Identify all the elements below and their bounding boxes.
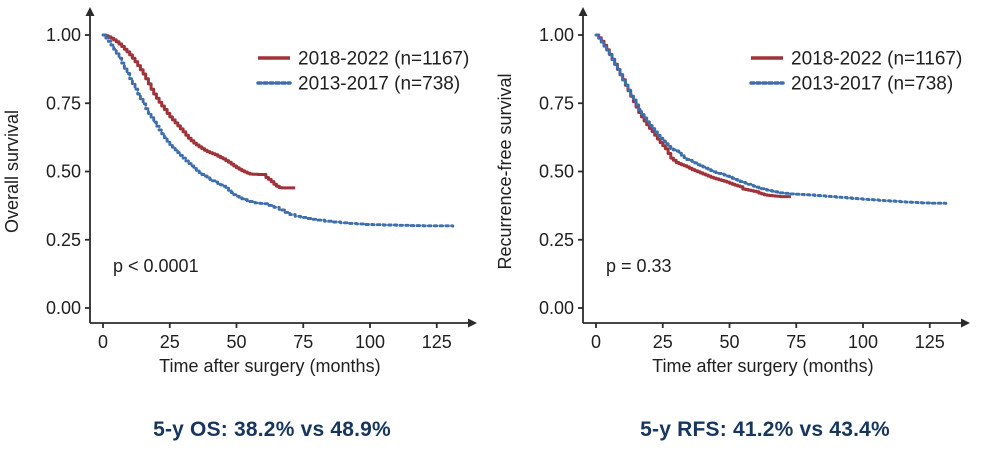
x-axis-arrow [961, 318, 970, 328]
y-tick-label: 0.25 [539, 230, 574, 250]
legend-label: 2013-2017 (n=738) [791, 74, 953, 95]
x-tick-label: 50 [226, 332, 246, 352]
x-tick-label: 75 [293, 332, 313, 352]
y-tick-label: 0.75 [539, 93, 574, 113]
x-tick-label: 100 [355, 332, 385, 352]
km-curve-2013-2017 [101, 33, 455, 228]
x-axis-arrow [468, 318, 477, 328]
km-curve-2018-2022 [103, 33, 296, 190]
y-tick-label: 0.00 [539, 298, 574, 318]
x-axis-title: Time after surgery (months) [159, 356, 380, 376]
x-tick-label: 25 [160, 332, 180, 352]
os-panel: 0.00 0.25 0.50 0.75 1.00 0 25 50 75 100 125 Overall… [0, 0, 492, 462]
km-curve-2013-2017 [594, 33, 948, 205]
legend-label: 2013-2017 (n=738) [298, 74, 460, 95]
legend-label: 2018-2022 (n=1167) [791, 49, 962, 70]
rfs-panel: 0.00 0.25 0.50 0.75 1.00 0 25 50 75 100 125 Recurre… [493, 0, 985, 462]
y-tick-label: 1.00 [539, 25, 574, 45]
x-tick-label: 100 [848, 332, 878, 352]
x-tick-label: 75 [786, 332, 806, 352]
x-axis-title: Time after surgery (months) [652, 356, 873, 376]
x-tick-label: 125 [915, 332, 945, 352]
y-tick-label: 0.50 [46, 162, 81, 182]
x-tick-label: 0 [98, 332, 108, 352]
legend-label: 2018-2022 (n=1167) [298, 49, 469, 70]
x-tick-label: 25 [653, 332, 673, 352]
y-tick-label: 0.75 [46, 93, 81, 113]
p-value-label: p < 0.0001 [113, 256, 199, 276]
y-tick-label: 1.00 [46, 25, 81, 45]
os-km-chart: 0.00 0.25 0.50 0.75 1.00 0 25 50 75 100 125 Overall… [2, 7, 477, 376]
y-tick-label: 0.50 [539, 162, 574, 182]
y-axis-arrow [85, 7, 95, 16]
x-tick-label: 0 [591, 332, 601, 352]
rfs-caption: 5-y RFS: 41.2% vs 43.4% [640, 418, 890, 441]
y-tick-label: 0.00 [46, 298, 81, 318]
x-tick-label: 50 [719, 332, 739, 352]
y-axis-arrow [578, 7, 588, 16]
y-tick-label: 0.25 [46, 230, 81, 250]
y-axis-title: Recurrence-free survival [495, 73, 515, 269]
x-tick-label: 125 [422, 332, 452, 352]
y-axis-title: Overall survival [2, 110, 22, 233]
p-value-label: p = 0.33 [606, 256, 672, 276]
os-caption: 5-y OS: 38.2% vs 48.9% [153, 418, 391, 441]
rfs-km-chart: 0.00 0.25 0.50 0.75 1.00 0 25 50 75 100 125 Recurre… [495, 7, 970, 376]
